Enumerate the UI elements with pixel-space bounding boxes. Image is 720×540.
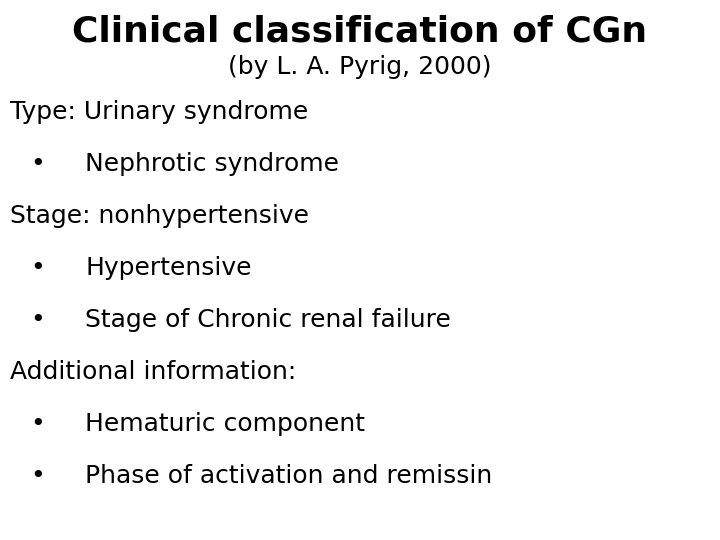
Text: •: •	[30, 308, 45, 332]
Text: Hematuric component: Hematuric component	[85, 412, 365, 436]
Text: (by L. A. Pyrig, 2000): (by L. A. Pyrig, 2000)	[228, 55, 492, 79]
Text: Nephrotic syndrome: Nephrotic syndrome	[85, 152, 339, 176]
Text: •: •	[30, 464, 45, 488]
Text: Type: Urinary syndrome: Type: Urinary syndrome	[10, 100, 308, 124]
Text: •: •	[30, 412, 45, 436]
Text: Stage: nonhypertensive: Stage: nonhypertensive	[10, 204, 309, 228]
Text: Stage of Chronic renal failure: Stage of Chronic renal failure	[85, 308, 451, 332]
Text: Hypertensive: Hypertensive	[85, 256, 251, 280]
Text: Phase of activation and remissin: Phase of activation and remissin	[85, 464, 492, 488]
Text: Additional information:: Additional information:	[10, 360, 296, 384]
Text: •: •	[30, 152, 45, 176]
Text: Clinical classification of CGn: Clinical classification of CGn	[73, 15, 647, 49]
Text: •: •	[30, 256, 45, 280]
